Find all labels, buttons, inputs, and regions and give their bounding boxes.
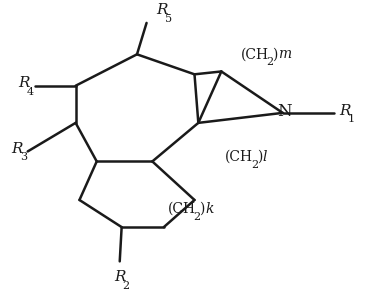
Text: 2: 2 (251, 160, 258, 170)
Text: ): ) (257, 150, 262, 164)
Text: ): ) (272, 47, 277, 61)
Text: k: k (205, 202, 214, 216)
Text: 4: 4 (26, 87, 34, 97)
Text: R: R (114, 270, 126, 284)
Text: 1: 1 (348, 114, 355, 124)
Text: m: m (278, 47, 291, 61)
Text: 5: 5 (165, 14, 172, 24)
Text: 2: 2 (266, 57, 273, 67)
Text: R: R (11, 142, 23, 156)
Text: R: R (156, 3, 168, 17)
Text: R: R (340, 104, 351, 118)
Text: N: N (277, 103, 292, 120)
Text: (CH: (CH (225, 150, 253, 164)
Text: 3: 3 (20, 152, 27, 162)
Text: (CH: (CH (240, 47, 268, 61)
Text: (CH: (CH (168, 202, 196, 216)
Text: ): ) (199, 202, 205, 216)
Text: 2: 2 (193, 211, 200, 222)
Text: l: l (263, 150, 267, 164)
Text: 2: 2 (123, 281, 130, 291)
Text: R: R (18, 76, 30, 91)
